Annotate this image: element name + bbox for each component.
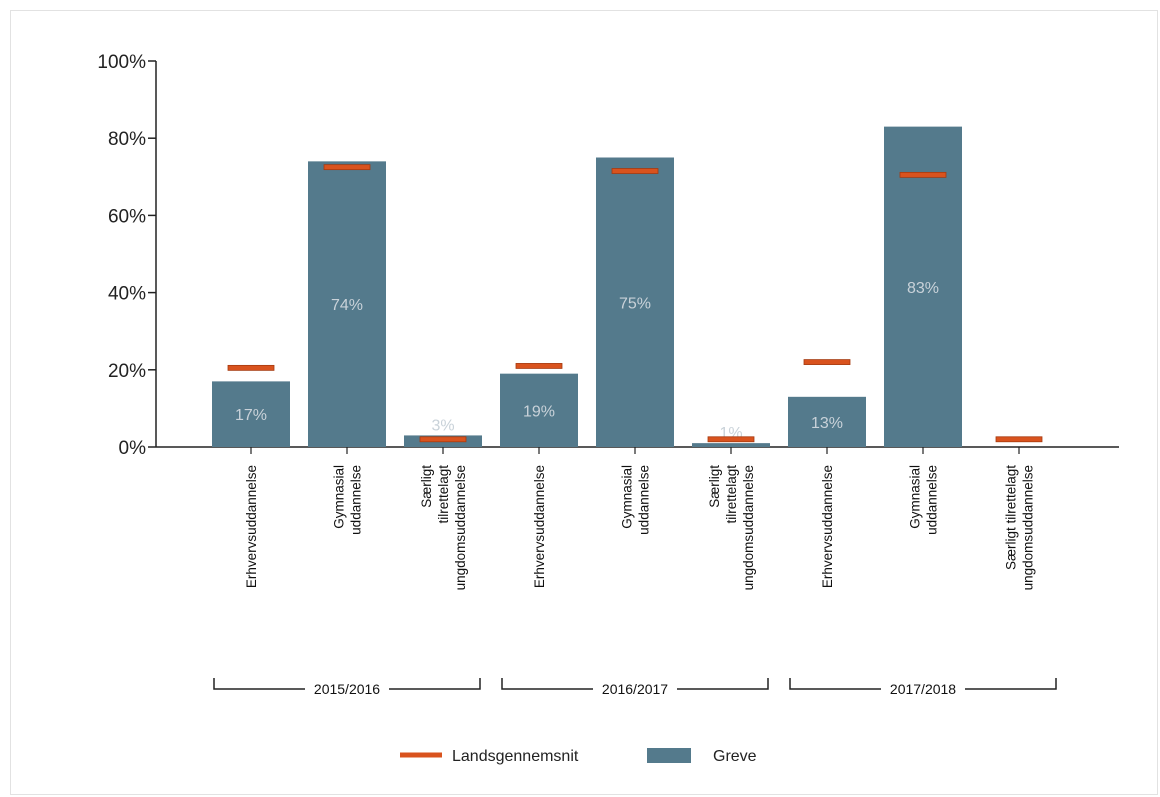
bar-value-label: 19% xyxy=(523,403,555,420)
category-label: uddannelse xyxy=(349,465,364,535)
category-label: Særligt tilrettelagt xyxy=(1004,465,1019,570)
y-tick-label: 100% xyxy=(97,52,146,73)
category-label: uddannelse xyxy=(637,465,652,535)
group-label-bg xyxy=(593,679,677,699)
category-labels: Erhvervsuddannelse Gymnasial uddannelse Sær… xyxy=(244,465,1036,591)
marker-landsgennemsnit xyxy=(803,359,851,365)
marker-landsgennemsnit xyxy=(995,436,1043,443)
category-label: ungdomsuddannelse xyxy=(1021,465,1036,590)
category-label: Gymnasial xyxy=(908,465,923,529)
category-label: Gymnasial xyxy=(332,465,347,529)
group-label-bg xyxy=(881,679,965,699)
bar-greve xyxy=(884,126,962,448)
bar-greve xyxy=(500,373,578,447)
category-label: tilrettelagt xyxy=(436,465,451,524)
marker-landsgennemsnit xyxy=(227,364,275,371)
average-markers xyxy=(227,164,1043,443)
group-label: 2017/2018 xyxy=(890,681,956,697)
bar-greve xyxy=(788,396,866,447)
category-label: Særligt xyxy=(707,465,722,508)
bar-greve xyxy=(596,157,674,447)
category-label: Erhvervsuddannelse xyxy=(244,465,259,588)
y-tick-label: 20% xyxy=(108,361,146,382)
bars: 17%74%3%19%75%1%13%83% xyxy=(212,126,962,448)
bar-greve xyxy=(692,443,770,447)
category-label: ungdomsuddannelse xyxy=(453,465,468,590)
y-tick-label: 80% xyxy=(108,129,146,150)
y-tick-label: 0% xyxy=(119,438,147,459)
legend-landsgennemsnit-label: Landsgennemsnit xyxy=(452,748,579,765)
chart-frame: 0% 20% 40% 60% 80% 100% 17% 74% 3% 19% 75% 1% 13% 83… xyxy=(10,10,1158,795)
legend-landsgennemsnit-swatch xyxy=(400,752,442,758)
marker-landsgennemsnit xyxy=(323,164,371,171)
bar-value-label: 75% xyxy=(619,295,651,312)
category-label: ungdomsuddannelse xyxy=(741,465,756,590)
legend-greve-swatch xyxy=(647,748,691,763)
category-label: Gymnasial xyxy=(620,465,635,529)
marker-landsgennemsnit xyxy=(419,436,467,443)
group-label-bg xyxy=(305,679,389,699)
bar-value-label: 83% xyxy=(907,280,939,297)
category-label: uddannelse xyxy=(925,465,940,535)
bar-value-label: 13% xyxy=(811,415,843,432)
group-label: 2015/2016 xyxy=(314,681,380,697)
marker-landsgennemsnit xyxy=(611,168,659,174)
category-label: Særligt xyxy=(419,465,434,508)
bar-value-label: 17% xyxy=(235,407,267,424)
marker-landsgennemsnit xyxy=(515,363,563,369)
bar-greve xyxy=(308,161,386,448)
marker-landsgennemsnit xyxy=(899,171,947,178)
bar-value-label: 3% xyxy=(431,417,454,434)
legend-greve-label: Greve xyxy=(713,748,757,765)
category-label: tilrettelagt xyxy=(724,465,739,524)
bar-chart: 0%20%40%60%80%100% 17%74%3%19%75%1%13%83… xyxy=(97,52,1119,765)
category-label: Erhvervsuddannelse xyxy=(532,465,547,588)
group-brackets: 2015/2016 2016/2017 2017/2018 xyxy=(213,678,1057,699)
marker-landsgennemsnit xyxy=(707,436,755,443)
bar-value-label: 74% xyxy=(331,297,363,314)
legend: Landsgennemsnit Greve xyxy=(400,748,757,765)
group-label: 2016/2017 xyxy=(602,681,668,697)
bar-greve xyxy=(212,381,290,447)
category-label: Erhvervsuddannelse xyxy=(820,465,835,588)
y-tick-label: 60% xyxy=(108,206,146,227)
y-tick-label: 40% xyxy=(108,284,146,305)
